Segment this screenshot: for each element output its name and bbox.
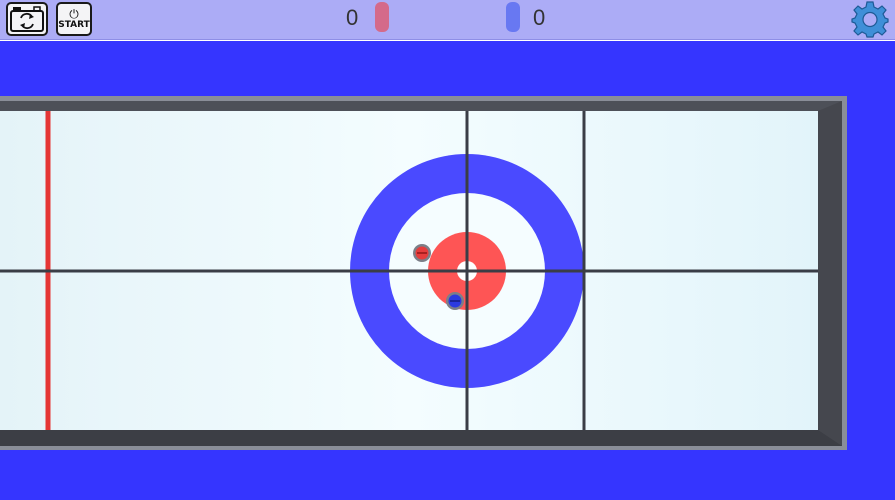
start-label: START [58,19,90,30]
blue-team-score: 0 [533,5,546,30]
red-team-score: 0 [346,5,359,30]
blue-stone [446,292,464,310]
red-team-indicator [375,2,389,32]
camera-switch-icon [10,6,44,32]
red-stone [413,244,431,262]
start-button[interactable]: ⏻ START [56,2,92,36]
curling-rink-view [0,41,895,500]
bottom-rail [0,430,842,446]
power-icon: ⏻ [69,6,79,21]
gear-icon [851,1,889,38]
blue-team-indicator [506,2,520,32]
top-rail [0,101,842,111]
camera-switch-button[interactable] [6,2,48,36]
settings-button[interactable] [850,0,890,40]
top-bar: ⏻ START 0 0 [0,0,895,40]
